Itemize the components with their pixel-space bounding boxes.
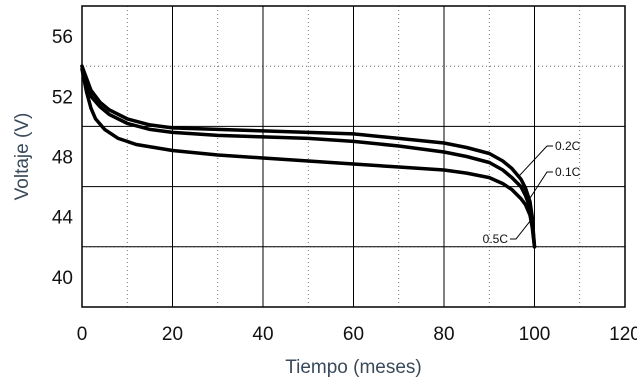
- y-tick-label: 40: [52, 268, 73, 289]
- plot-frame: [81, 5, 626, 308]
- series-line-0-5C: [80, 67, 537, 249]
- grid-major: [82, 6, 625, 307]
- x-tick-label: 60: [343, 324, 364, 345]
- y-tick-label: 56: [52, 27, 73, 48]
- callout-label-0-2C: 0.2C: [555, 139, 581, 153]
- callout-layer: 0.2C 0.1C 0.5C: [483, 139, 581, 246]
- y-tick-labels: 40 44 48 52 56: [52, 27, 74, 289]
- callout-leader-0-1C: [527, 171, 553, 202]
- callout-leader-0-2C: [518, 145, 553, 177]
- x-tick-label: 20: [162, 324, 183, 345]
- callout-leader-0-5C: [510, 219, 532, 240]
- y-axis-title: Voltaje (V): [12, 113, 33, 201]
- x-tick-label: 80: [433, 324, 454, 345]
- x-tick-label: 40: [252, 324, 273, 345]
- series-line-0-2C: [80, 64, 537, 249]
- x-tick-label: 0: [77, 324, 88, 345]
- callout-label-0-5C: 0.5C: [483, 232, 509, 246]
- x-axis-title: Tiempo (meses): [285, 357, 422, 378]
- y-tick-label: 48: [52, 148, 73, 169]
- callout-label-0-1C: 0.1C: [555, 165, 581, 179]
- y-tick-label: 52: [52, 87, 73, 108]
- x-tick-label: 100: [519, 324, 551, 345]
- series-line-0-1C: [80, 64, 537, 249]
- series-layer: [80, 64, 537, 249]
- y-tick-label: 44: [52, 208, 74, 229]
- x-tick-label: 120: [609, 324, 637, 345]
- x-tick-labels: 0 20 40 60 80 100 120: [77, 324, 637, 345]
